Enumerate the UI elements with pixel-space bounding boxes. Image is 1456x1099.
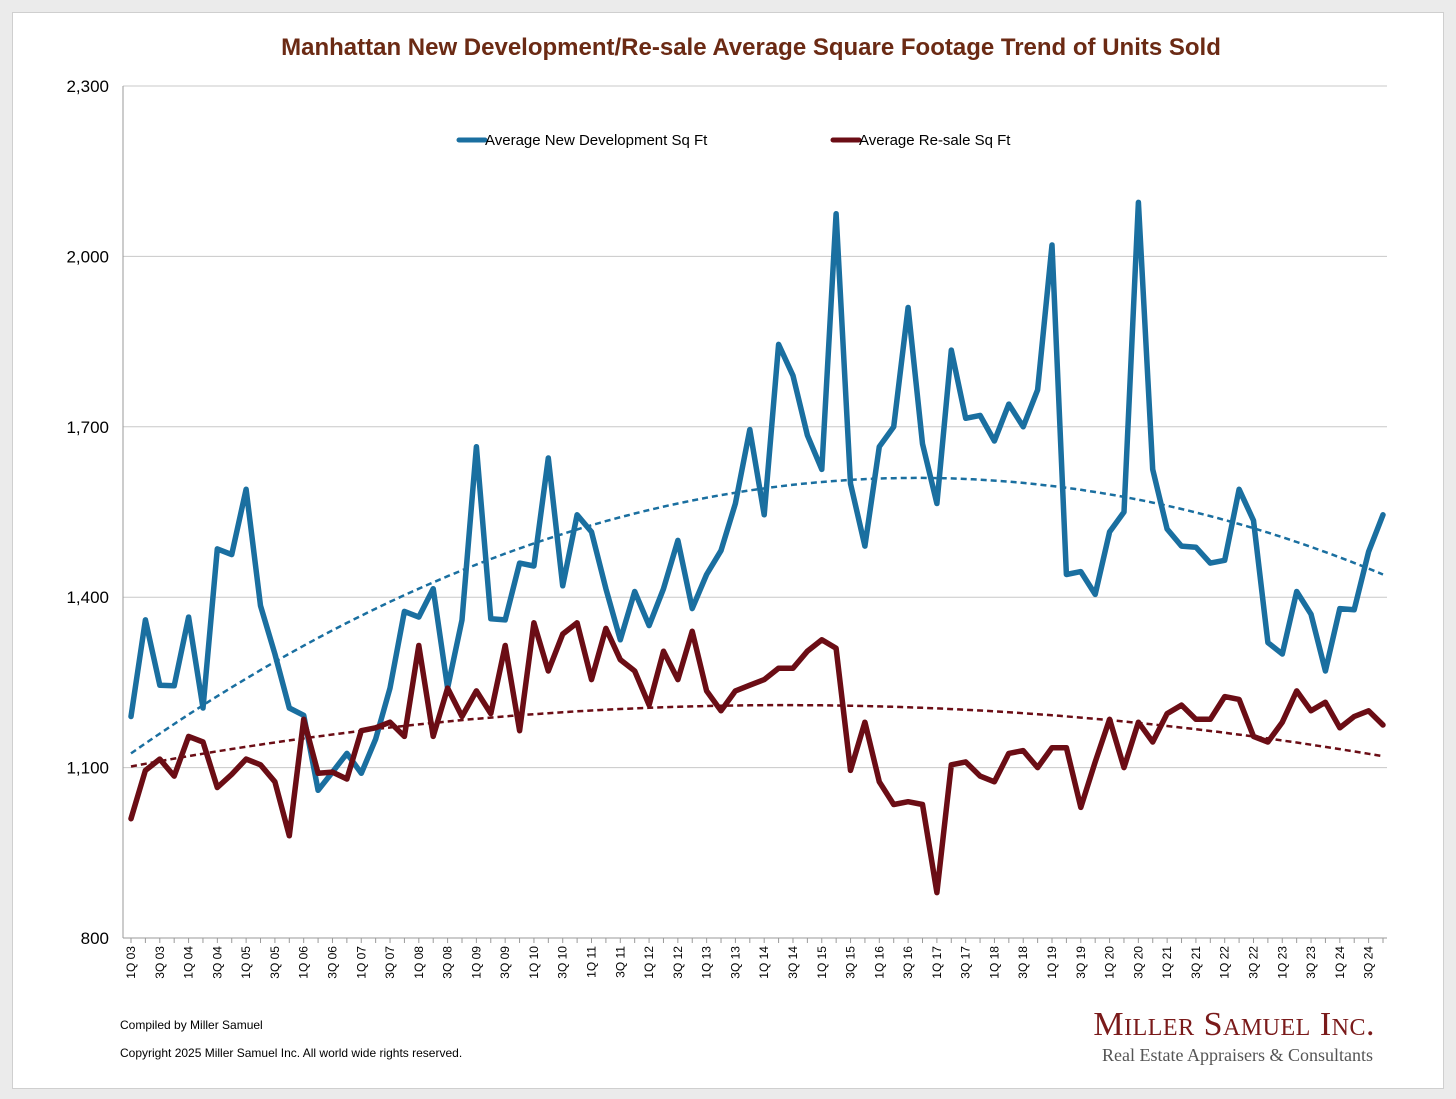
x-tick-label: 1Q 11 <box>585 946 599 978</box>
x-tick-label: 3Q 03 <box>153 946 167 979</box>
trendline-resale <box>130 703 1384 768</box>
x-tick-label: 3Q 08 <box>441 946 455 979</box>
x-tick-label: 1Q 05 <box>239 946 253 979</box>
x-tick-label: 1Q 17 <box>930 946 944 979</box>
y-tick-label: 2,000 <box>66 247 109 266</box>
gridlines <box>123 85 1387 939</box>
brand-logo-tagline: Real Estate Appraisers & Consultants <box>1102 1045 1373 1065</box>
x-tick-label: 1Q 15 <box>815 946 829 979</box>
x-tick-label: 3Q 18 <box>1016 946 1030 979</box>
copyright-note: Copyright 2025 Miller Samuel Inc. All wo… <box>120 1046 463 1060</box>
x-tick-label: 1Q 20 <box>1103 946 1117 979</box>
x-tick-label: 1Q 19 <box>1045 946 1059 979</box>
y-tick-label: 1,700 <box>66 418 109 437</box>
x-tick-label: 1Q 12 <box>642 946 656 979</box>
x-tick-label: 1Q 16 <box>872 946 886 979</box>
x-tick-label: 3Q 13 <box>728 946 742 979</box>
legend-label-resale: Average Re-sale Sq Ft <box>859 132 1011 149</box>
x-tick-label: 1Q 21 <box>1160 946 1174 979</box>
chart: Manhattan New Development/Re-sale Averag… <box>66 34 1387 979</box>
compiled-by-note: Compiled by Miller Samuel <box>120 1018 263 1032</box>
y-tick-label: 1,400 <box>66 588 109 607</box>
x-tick-label: 3Q 19 <box>1074 946 1088 979</box>
x-tick-label: 3Q 20 <box>1131 946 1145 979</box>
x-tick-label: 3Q 12 <box>671 946 685 979</box>
chart-title: Manhattan New Development/Re-sale Averag… <box>281 34 1221 61</box>
x-tick-label: 1Q 07 <box>354 946 368 979</box>
x-tick-label: 3Q 24 <box>1362 946 1376 979</box>
chart-frame: Manhattan New Development/Re-sale Averag… <box>12 12 1444 1089</box>
x-tick-label: 3Q 15 <box>844 946 858 979</box>
x-tick-label: 1Q 22 <box>1218 946 1232 979</box>
x-tick-label: 3Q 16 <box>901 946 915 979</box>
trendlines <box>130 476 1384 768</box>
y-axis: 800 1,100 1,400 1,700 2,000 2,300 <box>66 77 124 948</box>
x-tick-label: 1Q 10 <box>527 946 541 979</box>
x-tick-label: 1Q 13 <box>700 946 714 979</box>
x-tick-label: 1Q 14 <box>757 946 771 979</box>
series-line-new-dev <box>128 199 1386 794</box>
x-tick-label: 3Q 21 <box>1189 946 1203 979</box>
series-line-resale <box>128 620 1386 896</box>
x-tick-label: 3Q 06 <box>325 946 339 979</box>
x-axis: 1Q 03 3Q 03 1Q 04 3Q 04 1Q 05 3Q 05 1Q 06 3Q 06… <box>123 937 1387 979</box>
x-tick-label: 1Q 23 <box>1275 946 1289 979</box>
x-tick-label: 1Q 08 <box>412 946 426 979</box>
y-tick-label: 2,300 <box>66 77 109 96</box>
x-tick-label: 3Q 07 <box>383 946 397 979</box>
x-tick-label: 3Q 10 <box>556 946 570 979</box>
x-tick-label: 1Q 18 <box>987 946 1001 979</box>
x-tick-label: 3Q 09 <box>498 946 512 979</box>
brand-logo-name: Miller Samuel Inc. <box>1093 1006 1375 1043</box>
x-tick-label: 3Q 22 <box>1246 946 1260 979</box>
x-tick-label: 3Q 23 <box>1304 946 1318 979</box>
x-tick-label: 1Q 06 <box>297 946 311 979</box>
x-tick-label: 3Q 05 <box>268 946 282 979</box>
x-tick-label: 1Q 03 <box>124 946 138 979</box>
x-tick-label: 3Q 17 <box>959 946 973 979</box>
trendline-new-dev <box>130 476 1384 755</box>
x-tick-label: 3Q 04 <box>210 946 224 979</box>
x-tick-label: 1Q 09 <box>469 946 483 979</box>
y-tick-label: 1,100 <box>66 759 109 778</box>
legend-label-new-dev: Average New Development Sq Ft <box>485 132 708 149</box>
series-lines <box>128 199 1386 896</box>
x-tick-label: 1Q 24 <box>1333 946 1347 979</box>
x-tick-label: 3Q 14 <box>786 946 800 979</box>
x-tick-label: 3Q 11 <box>613 946 627 978</box>
y-tick-label: 800 <box>81 929 109 948</box>
legend: Average New Development Sq Ft Average Re… <box>456 132 1011 149</box>
x-tick-label: 1Q 04 <box>182 946 196 979</box>
